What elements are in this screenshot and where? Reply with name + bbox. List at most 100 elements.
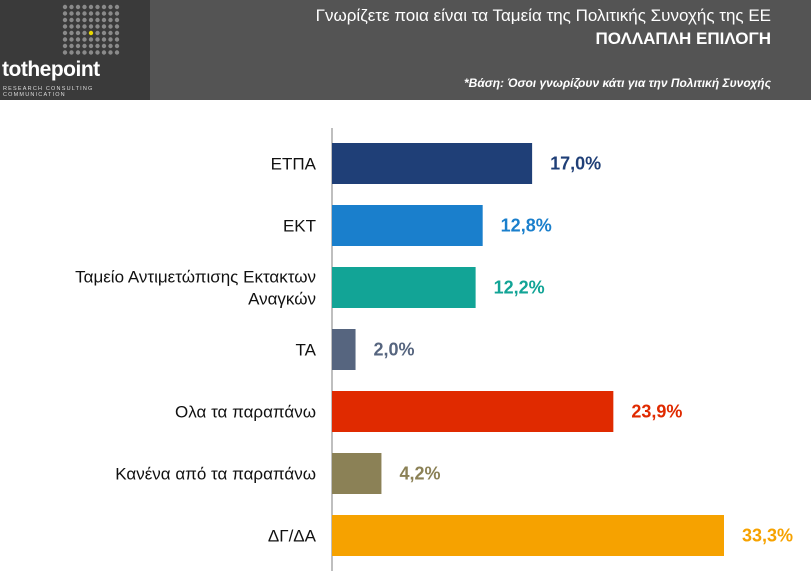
logo-dot [69,17,74,23]
logo-dot [95,50,100,55]
category-label: ΤΑ [296,341,317,360]
bar [332,515,724,556]
logo-dot [88,17,94,23]
category-label: Αναγκών [248,290,316,309]
logo-dot [95,11,100,16]
logo-dot [75,43,81,49]
logo-dot [101,43,107,49]
value-label: 12,8% [501,216,552,236]
logo-dot [69,37,74,42]
logo-dot [75,11,81,16]
bar-chart: ΕΤΠΑ 17,0% ΕΚΤ 12,8% Ταμείο Αντιμετώπισης Εκ… [75,128,793,571]
logo-dot [62,11,68,16]
logo-dot [101,24,107,29]
logo-dot-grid-icon [62,4,120,55]
logo-dot [95,30,100,36]
logo-dot [82,24,87,29]
logo-dot [75,50,81,55]
value-label: 33,3% [742,526,793,546]
logo-dot [69,50,74,55]
logo-dot [101,11,107,16]
logo-dot [75,4,81,10]
bar [332,205,483,246]
logo-dot [62,37,68,42]
logo-dot [108,4,113,10]
logo-dot [75,37,81,42]
value-label: 23,9% [631,402,682,422]
logo-dot [108,24,113,29]
logo-dot [95,17,100,23]
header-banner: tothepoint RESEARCH CONSULTING COMMUNICA… [0,0,811,100]
value-label: 12,2% [494,278,545,298]
base-note: *Βάση: Όσοι γνωρίζουν κάτι για την Πολιτ… [463,76,771,90]
logo-dot [108,43,113,49]
logo-dot [82,43,87,49]
logo-dot [108,17,113,23]
logo-dot [108,11,113,16]
logo-dot [114,50,120,55]
category-label: ΕΤΠΑ [271,155,317,174]
logo-dot [108,50,113,55]
company-logo: tothepoint RESEARCH CONSULTING COMMUNICA… [0,0,150,100]
logo-dot [82,37,87,42]
logo-dot [95,37,100,42]
logo-dot [114,4,120,10]
logo-dot [114,30,120,36]
logo-dot [75,24,81,29]
logo-dot [88,43,94,49]
logo-dot [82,17,87,23]
logo-dot [88,30,94,36]
logo-dot [82,4,87,10]
logo-dot [62,17,68,23]
logo-dot [95,24,100,29]
logo-dot [101,17,107,23]
logo-dot [114,24,120,29]
logo-dot [75,30,81,36]
logo-dot [82,11,87,16]
logo-dot [82,50,87,55]
logo-dot [88,24,94,29]
logo-dot [95,43,100,49]
logo-dot [114,11,120,16]
chart-subtitle: ΠΟΛΛΑΠΛΗ ΕΠΙΛΟΓΗ [595,29,771,48]
category-label: ΕΚΤ [283,217,316,236]
bar [332,329,356,370]
bar [332,267,476,308]
logo-dot [62,43,68,49]
bar [332,453,382,494]
logo-dot [75,17,81,23]
logo-dot [69,11,74,16]
logo-dot [95,4,100,10]
value-label: 2,0% [374,340,415,360]
category-label: Ταμείο Αντιμετώπισης Εκτακτων [75,268,316,287]
logo-dot [88,4,94,10]
logo-dot [114,43,120,49]
bar [332,391,614,432]
category-label: Ολα τα παραπάνω [175,403,316,422]
logo-dot [62,30,68,36]
logo-wordmark: tothepoint [2,58,100,81]
logo-dot [108,37,113,42]
bar [332,143,533,184]
logo-dot [69,43,74,49]
category-label: Κανένα από τα παραπάνω [115,465,316,484]
logo-dot [88,11,94,16]
logo-dot [82,30,87,36]
logo-dot [114,37,120,42]
logo-dot [101,50,107,55]
logo-dot [62,50,68,55]
logo-dot [69,4,74,10]
value-label: 17,0% [550,154,601,174]
logo-tagline: RESEARCH CONSULTING COMMUNICATION [3,86,94,98]
logo-dot [88,37,94,42]
logo-dot [101,37,107,42]
logo-dot [114,17,120,23]
category-label: ΔΓ/ΔΑ [268,527,317,546]
logo-dot [108,30,113,36]
value-label: 4,2% [399,464,440,484]
logo-dot [69,30,74,36]
logo-dot [62,4,68,10]
logo-dot [62,24,68,29]
logo-dot [88,50,94,55]
logo-dot [101,30,107,36]
